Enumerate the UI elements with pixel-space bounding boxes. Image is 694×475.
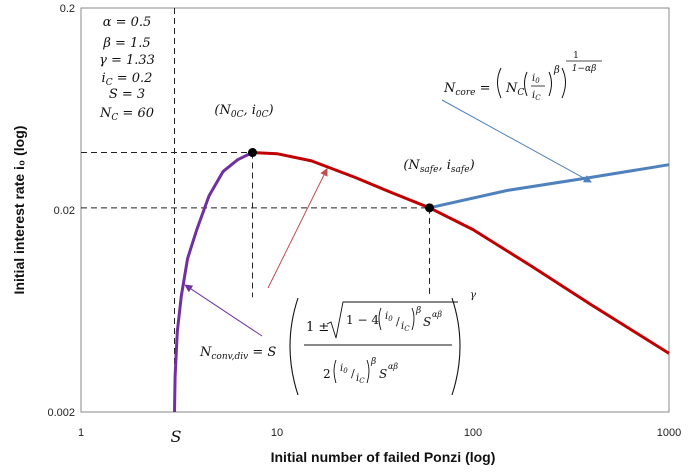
series-n-core — [429, 163, 670, 210]
svg-text:/: / — [396, 315, 400, 328]
param-ic: iC = 0.2 — [102, 71, 153, 88]
s-tick-label: S — [171, 427, 182, 446]
param-nc: NC = 60 — [99, 106, 154, 123]
param-s: S = 3 — [109, 87, 145, 102]
param-beta: β = 1.5 — [102, 36, 150, 51]
label-n0c-i0c: (N0C, i0C) — [214, 103, 273, 120]
svg-text:Nconv,div = S: Nconv,div = S — [199, 345, 276, 362]
svg-text:S: S — [423, 315, 431, 329]
svg-text:NC: NC — [505, 81, 524, 98]
y-axis-title: Initial interest rate i₀ (log) — [11, 126, 27, 295]
svg-text:2: 2 — [323, 367, 331, 381]
arrow-conv-div-red — [267, 167, 328, 289]
svg-text:Ncore =: Ncore = — [443, 81, 491, 98]
series-conv-div-upper — [252, 151, 670, 355]
formula-n-conv-div: Nconv,div = S 1 ± 1 − 4 i0 / iC β S αβ 2… — [199, 290, 476, 396]
y-tick-label: 0.2 — [60, 3, 75, 15]
svg-text:1−αβ: 1−αβ — [572, 64, 597, 74]
svg-text:β: β — [370, 357, 376, 367]
marker-layer — [248, 148, 435, 213]
plot-area — [80, 7, 670, 413]
series-conv-div-lower — [173, 151, 254, 413]
param-gamma: γ = 1.33 — [99, 53, 155, 68]
svg-text:iC: iC — [401, 321, 410, 333]
svg-text:αβ: αβ — [388, 362, 398, 371]
annotation-arrows — [184, 99, 592, 337]
label-nsafe-isafe: (Nsafe, isafe) — [403, 158, 474, 175]
svg-text:β: β — [415, 306, 421, 316]
svg-text:S: S — [379, 367, 387, 381]
formula-n-core: Ncore = NC i0 iC β 1 1−αβ — [443, 51, 602, 102]
x-tick-label: 100 — [464, 427, 482, 439]
svg-text:iC: iC — [356, 373, 365, 385]
y-tick-label: 0.02 — [54, 205, 75, 217]
tick-labels: 1 10 100 1000 0.002 0.02 0.2 — [47, 3, 681, 439]
svg-text:i0: i0 — [340, 363, 348, 375]
svg-text:1 ±: 1 ± — [306, 320, 329, 335]
marker-nsafe-isafe — [425, 203, 435, 213]
marker-n0c-i0c — [248, 148, 258, 158]
parameter-list: α = 0.5 β = 1.5 γ = 1.33 iC = 0.2 S = 3 … — [99, 15, 155, 123]
x-axis-title: Initial number of failed Ponzi (log) — [271, 449, 496, 465]
svg-text:i0: i0 — [385, 311, 393, 323]
x-tick-label: 1 — [78, 427, 84, 439]
param-alpha: α = 0.5 — [103, 15, 152, 30]
arrow-conv-div-purple — [184, 284, 263, 337]
reference-lines — [81, 8, 431, 412]
svg-text:αβ: αβ — [432, 310, 442, 319]
svg-text:1 − 4: 1 − 4 — [346, 313, 379, 327]
svg-text:iC: iC — [532, 90, 541, 102]
svg-text:i0: i0 — [532, 73, 540, 85]
series-layer — [173, 151, 670, 413]
svg-text:/: / — [351, 367, 355, 380]
arrow-n-core — [441, 99, 592, 183]
x-tick-label: 1000 — [657, 427, 681, 439]
svg-text:β: β — [553, 65, 560, 76]
svg-text:γ: γ — [470, 290, 476, 301]
svg-text:1: 1 — [573, 51, 579, 61]
x-tick-label: 10 — [271, 427, 283, 439]
y-tick-label: 0.002 — [47, 407, 75, 419]
